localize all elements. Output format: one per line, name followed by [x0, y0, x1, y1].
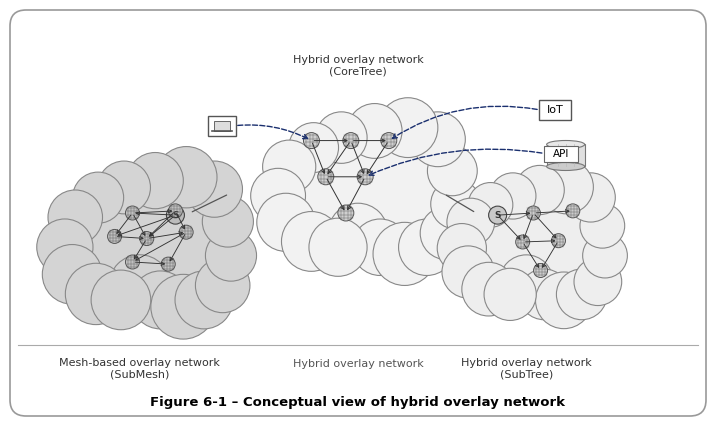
Circle shape — [281, 212, 342, 271]
Circle shape — [526, 206, 541, 220]
Bar — [546, 144, 585, 167]
Text: Figure 6-1 – Conceptual view of hybrid overlay network: Figure 6-1 – Conceptual view of hybrid o… — [150, 396, 566, 409]
Circle shape — [203, 196, 253, 247]
Text: Hybrid overlay network: Hybrid overlay network — [293, 359, 423, 369]
Circle shape — [42, 245, 102, 304]
Circle shape — [263, 140, 316, 193]
Circle shape — [347, 104, 402, 158]
Circle shape — [490, 173, 536, 219]
Ellipse shape — [62, 179, 218, 298]
Text: Mesh-based overlay network
(SubMesh): Mesh-based overlay network (SubMesh) — [59, 358, 220, 379]
Ellipse shape — [459, 188, 594, 293]
Circle shape — [168, 204, 183, 218]
Circle shape — [37, 219, 93, 275]
Text: S: S — [494, 210, 501, 220]
Circle shape — [536, 272, 592, 329]
Circle shape — [488, 206, 507, 224]
Circle shape — [91, 270, 151, 330]
Circle shape — [289, 123, 339, 173]
Text: IoT: IoT — [546, 105, 563, 115]
Circle shape — [566, 204, 580, 218]
Circle shape — [566, 173, 615, 222]
Circle shape — [427, 146, 478, 196]
FancyBboxPatch shape — [10, 10, 706, 416]
FancyBboxPatch shape — [543, 147, 578, 162]
Circle shape — [431, 179, 480, 229]
Circle shape — [373, 222, 436, 285]
Circle shape — [205, 230, 256, 281]
Circle shape — [447, 198, 495, 246]
Circle shape — [195, 258, 250, 313]
Ellipse shape — [275, 130, 441, 245]
Circle shape — [442, 246, 494, 298]
Circle shape — [125, 255, 140, 269]
Circle shape — [127, 153, 183, 209]
Circle shape — [484, 268, 536, 320]
Circle shape — [328, 203, 388, 263]
FancyBboxPatch shape — [208, 116, 236, 135]
Circle shape — [352, 219, 408, 276]
FancyBboxPatch shape — [539, 100, 571, 120]
Ellipse shape — [546, 162, 585, 170]
Circle shape — [437, 224, 486, 273]
Circle shape — [540, 160, 594, 214]
Circle shape — [420, 207, 473, 260]
Circle shape — [132, 271, 189, 329]
Circle shape — [257, 193, 315, 251]
Text: API: API — [553, 150, 569, 159]
Circle shape — [107, 230, 122, 243]
Circle shape — [515, 165, 564, 215]
Text: Hybrid overlay network
(SubTree): Hybrid overlay network (SubTree) — [461, 358, 591, 379]
Circle shape — [309, 218, 367, 276]
Circle shape — [175, 271, 233, 329]
Circle shape — [166, 206, 185, 224]
Circle shape — [556, 269, 607, 320]
Text: Hybrid overlay network
(CoreTree): Hybrid overlay network (CoreTree) — [293, 55, 423, 77]
Ellipse shape — [546, 141, 585, 149]
Circle shape — [316, 112, 367, 163]
Circle shape — [500, 255, 553, 308]
Circle shape — [357, 169, 373, 185]
Circle shape — [65, 263, 127, 325]
Circle shape — [574, 258, 621, 305]
Circle shape — [533, 264, 548, 277]
Circle shape — [304, 132, 319, 149]
Circle shape — [343, 132, 359, 149]
Circle shape — [410, 112, 465, 167]
Circle shape — [516, 235, 530, 249]
Circle shape — [97, 161, 150, 214]
Bar — [214, 121, 230, 131]
Circle shape — [140, 232, 154, 245]
Circle shape — [551, 234, 566, 248]
Circle shape — [186, 161, 243, 217]
Circle shape — [48, 190, 102, 245]
Circle shape — [151, 274, 216, 339]
Circle shape — [251, 168, 306, 223]
Circle shape — [583, 233, 627, 278]
Circle shape — [179, 225, 193, 239]
Circle shape — [519, 269, 569, 320]
Circle shape — [399, 219, 455, 276]
Text: S: S — [172, 210, 179, 220]
Circle shape — [468, 182, 513, 227]
Circle shape — [318, 169, 334, 185]
Circle shape — [580, 203, 624, 248]
Circle shape — [109, 255, 170, 316]
Circle shape — [378, 98, 438, 158]
Circle shape — [161, 257, 175, 271]
Circle shape — [155, 147, 217, 208]
Circle shape — [125, 206, 140, 220]
Circle shape — [462, 262, 516, 316]
Circle shape — [338, 205, 354, 221]
Circle shape — [72, 172, 124, 223]
Circle shape — [381, 132, 397, 149]
